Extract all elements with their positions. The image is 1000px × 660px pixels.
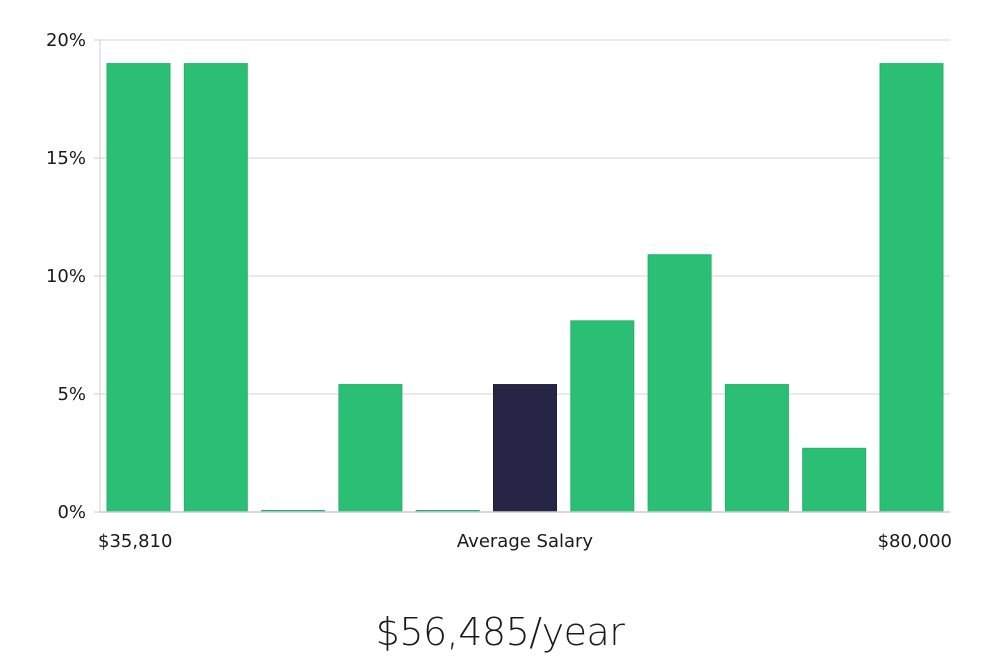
y-tick-label: 10%: [46, 266, 86, 287]
y-tick-label: 20%: [46, 30, 86, 51]
average-salary-value: $56,485/year: [0, 610, 1000, 654]
bar-average-highlight: [494, 385, 557, 512]
bar: [184, 64, 247, 512]
bar: [880, 64, 943, 512]
bars: [107, 64, 943, 512]
y-tick-label: 5%: [57, 384, 86, 405]
bar: [571, 321, 634, 512]
y-tick-label: 15%: [46, 148, 86, 169]
x-axis-title: Average Salary: [457, 531, 594, 552]
salary-histogram: 0% 5% 10% 15% 20% $35,810 Average Salary $80…: [0, 0, 1000, 600]
bar: [339, 385, 402, 512]
y-tick-label: 0%: [57, 502, 86, 523]
bar: [648, 255, 711, 512]
bar: [725, 385, 788, 512]
x-min-label: $35,810: [98, 531, 172, 552]
bar: [107, 64, 170, 512]
bar: [803, 448, 866, 512]
y-axis-ticks: 0% 5% 10% 15% 20%: [46, 30, 100, 523]
x-max-label: $80,000: [878, 531, 952, 552]
